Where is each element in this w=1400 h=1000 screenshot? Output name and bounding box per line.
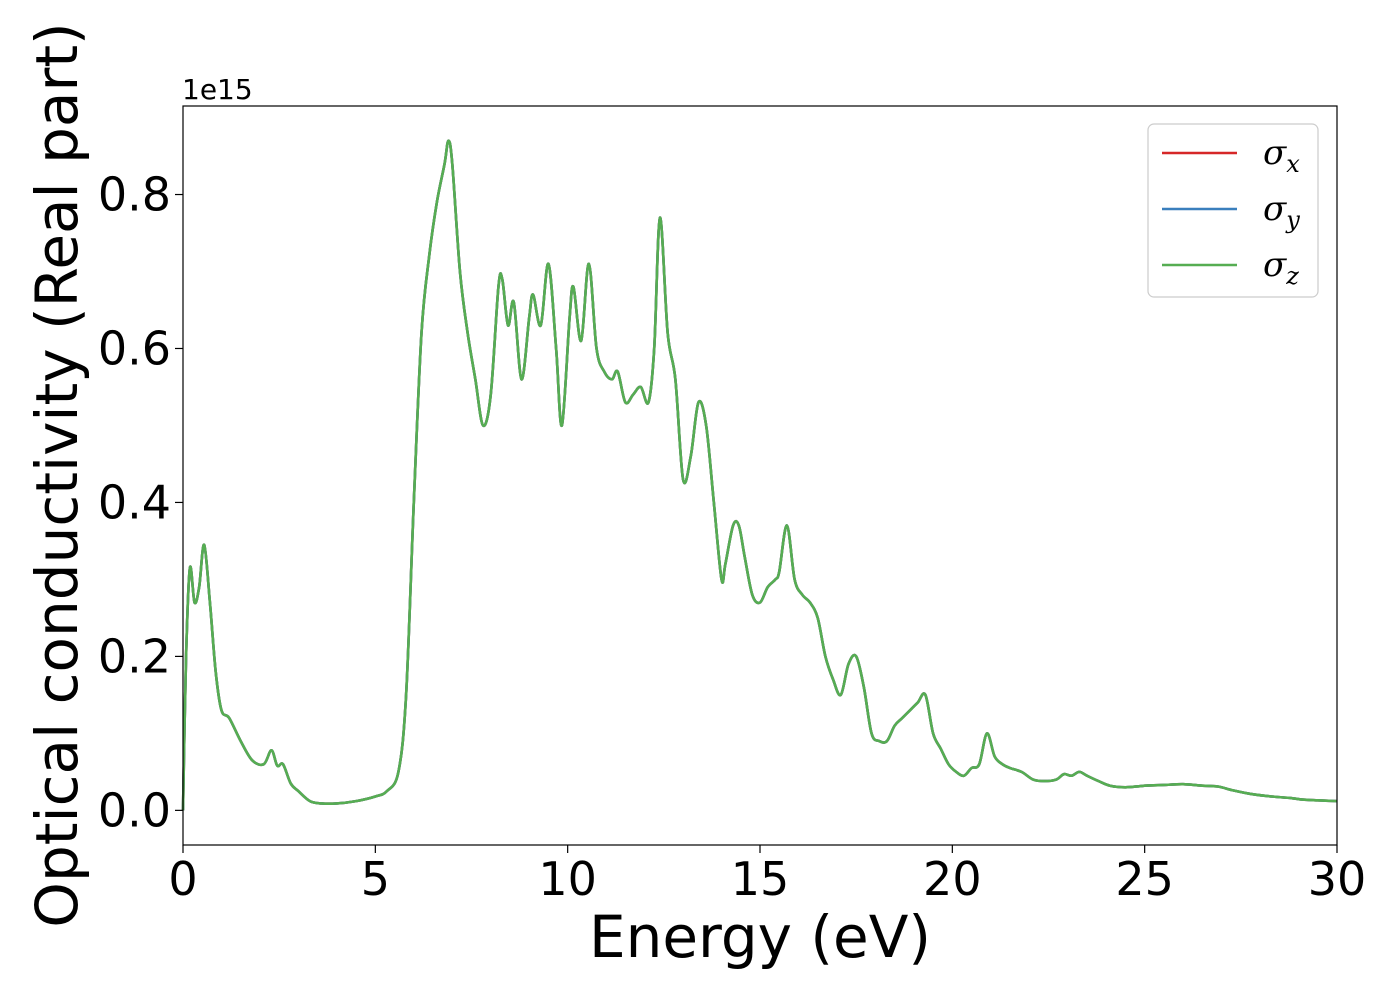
y-axis-offset-text: 1e15 — [182, 73, 253, 106]
plot-lines — [181, 139, 1338, 811]
x-tick-label: 25 — [1115, 852, 1174, 906]
y-tick-label: 0.6 — [98, 321, 171, 375]
x-tick-label: 5 — [361, 852, 390, 906]
y-tick-label: 0.2 — [98, 629, 171, 683]
y-tick-label: 0.0 — [98, 783, 171, 837]
x-axis-ticks: 0 5 10 15 20 25 30 — [168, 845, 1366, 906]
legend-box — [1147, 123, 1319, 298]
y-tick-label: 0.4 — [98, 475, 171, 529]
x-tick-label: 10 — [538, 852, 597, 906]
x-axis-label: Energy (eV) — [589, 903, 931, 971]
x-tick-label: 0 — [168, 852, 197, 906]
series-line-z — [181, 139, 1338, 811]
legend-label-x: σx — [1263, 133, 1300, 178]
x-tick-label: 15 — [731, 852, 790, 906]
legend-label-y: σy — [1263, 189, 1300, 234]
x-tick-label: 30 — [1308, 852, 1367, 906]
x-tick-label: 20 — [923, 852, 982, 906]
legend-label-z: σz — [1263, 245, 1299, 290]
y-axis-ticks: 0.0 0.2 0.4 0.6 0.8 — [98, 168, 183, 837]
y-axis-label: Optical conductivity (Real part) — [23, 22, 91, 927]
y-tick-label: 0.8 — [98, 168, 171, 222]
legend: σx σy σz — [1147, 123, 1319, 298]
plot-frame — [182, 105, 1338, 846]
